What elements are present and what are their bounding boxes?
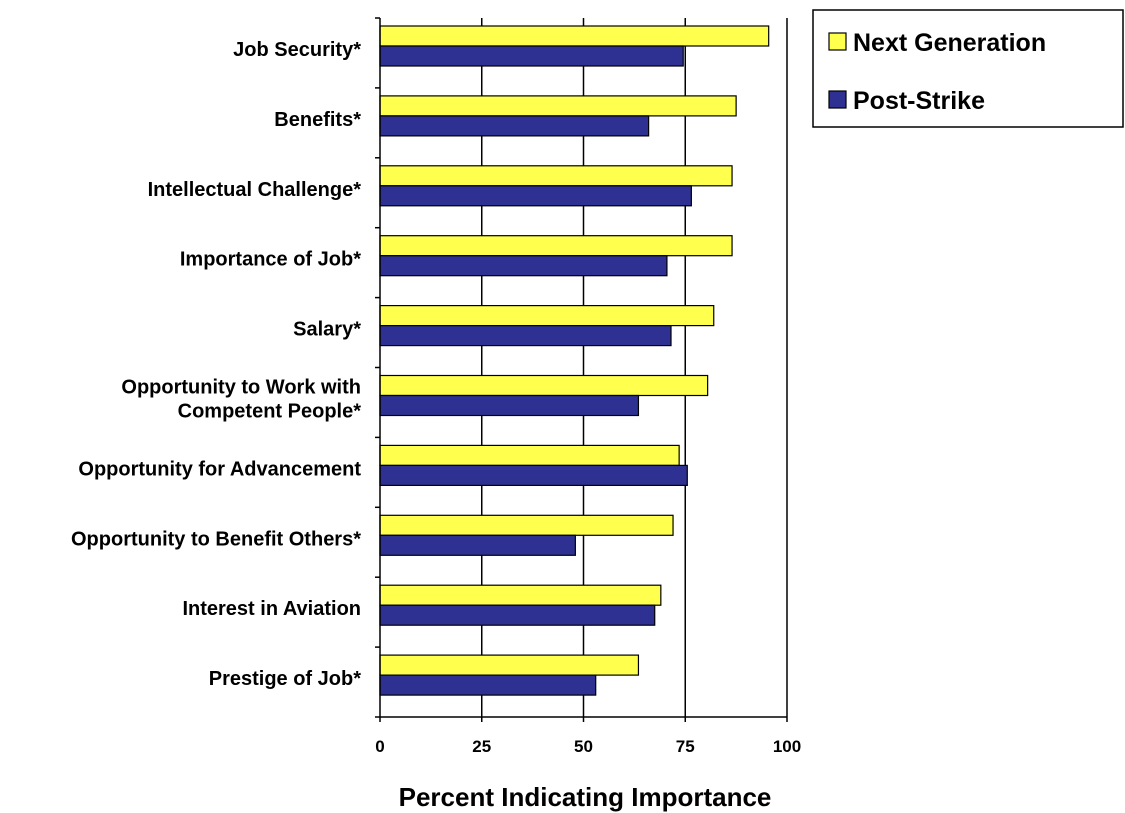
legend-swatch-post-strike (828, 90, 847, 109)
category-label: Opportunity for Advancement (78, 458, 361, 480)
category-label: Opportunity to Benefit Others* (71, 528, 361, 550)
category-label: Benefits* (274, 109, 361, 131)
bar-post-strike (379, 674, 597, 696)
legend-swatch-next-generation (828, 32, 847, 51)
category-label: Competent People* (178, 400, 362, 422)
bar-next-generation (379, 654, 640, 676)
bar-next-generation (379, 165, 733, 187)
bar-next-generation (379, 25, 770, 47)
bar-next-generation (379, 584, 662, 606)
category-label: Opportunity to Work with (121, 376, 361, 398)
bar-post-strike (379, 604, 656, 626)
bar-post-strike (379, 255, 668, 277)
x-tick-labels: 0 25 50 75 100 (375, 737, 801, 756)
bar-next-generation (379, 235, 733, 257)
category-label: Salary* (293, 319, 361, 341)
legend: Next Generation Post-Strike (812, 9, 1124, 128)
bar-post-strike (379, 464, 688, 486)
category-label: Prestige of Job* (209, 668, 361, 690)
bar-post-strike (379, 325, 672, 347)
x-tick-label: 50 (574, 737, 593, 756)
legend-label: Post-Strike (853, 87, 985, 115)
category-label: Importance of Job* (180, 249, 361, 271)
x-tick-label: 25 (472, 737, 491, 756)
category-label: Interest in Aviation (182, 598, 361, 620)
legend-box (812, 9, 1124, 128)
category-labels: Job Security* Benefits* Intellectual Chall… (71, 39, 361, 690)
x-tick-label: 0 (375, 737, 384, 756)
axes (375, 17, 788, 722)
bar-next-generation (379, 95, 737, 117)
bar-next-generation (379, 514, 674, 536)
bar-post-strike (379, 185, 692, 207)
bar-post-strike (379, 394, 640, 417)
bar-post-strike (379, 45, 684, 67)
x-tick-label: 75 (676, 737, 695, 756)
legend-label: Next Generation (853, 29, 1046, 57)
x-tick-label: 100 (773, 737, 801, 756)
bar-next-generation (379, 444, 680, 466)
bar-post-strike (379, 115, 650, 137)
category-label: Job Security* (233, 39, 361, 61)
bars (379, 25, 770, 696)
bar-next-generation (379, 305, 715, 327)
category-label: Intellectual Challenge* (148, 179, 362, 201)
bar-post-strike (379, 534, 576, 556)
x-axis-title: Percent Indicating Importance (399, 782, 772, 812)
bar-next-generation (379, 374, 709, 397)
